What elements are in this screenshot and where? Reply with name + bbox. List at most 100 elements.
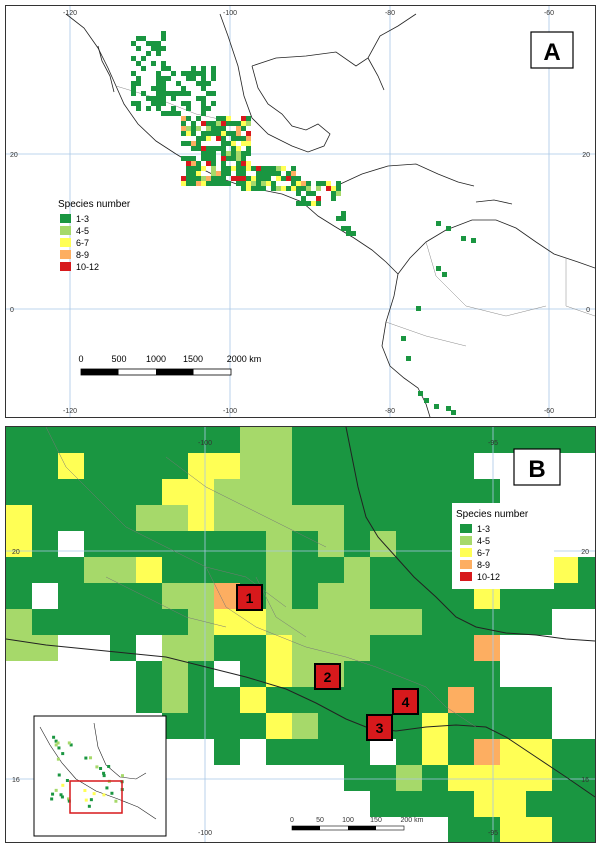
grid-cell: [422, 505, 448, 531]
grid-cell: [344, 661, 370, 687]
occurrence-cell: [471, 238, 476, 243]
grid-cell: [318, 583, 344, 609]
occurrence-cell: [186, 116, 191, 121]
grid-cell: [32, 557, 58, 583]
grid-cell: [214, 453, 240, 479]
grid-cell: [84, 583, 110, 609]
grid-cell: [136, 531, 162, 557]
grid-cell: [214, 713, 240, 739]
grid-cell: [344, 583, 370, 609]
occurrence-cell: [246, 121, 251, 126]
occurrence-cell: [221, 171, 226, 176]
grid-cell: [84, 557, 110, 583]
grid-cell: [240, 531, 266, 557]
occurrence-cell: [296, 201, 301, 206]
ticks-bottom-a: -120 -100 -80 -60: [63, 408, 554, 415]
svg-text:50: 50: [316, 817, 324, 824]
occurrence-cell: [221, 131, 226, 136]
borders-b: [45, 427, 477, 728]
grid-cell: [448, 453, 474, 479]
grid-cell: [84, 505, 110, 531]
grid-cell: [448, 479, 474, 505]
grid-cell: [188, 661, 214, 687]
tick-bottom-a: -120: [63, 408, 77, 415]
grid-cell: [292, 505, 318, 531]
occurrence-cell: [226, 116, 231, 121]
occurrence-cell: [316, 201, 321, 206]
grid-cell: [344, 713, 370, 739]
occurrence-cell: [146, 41, 151, 46]
inset-cell: [61, 783, 65, 787]
occurrence-cell: [141, 36, 146, 41]
occurrence-cell: [181, 181, 186, 186]
grid-cell: [474, 817, 500, 842]
grid-cell: [266, 479, 292, 505]
occurrence-cell: [166, 66, 171, 71]
occurrence-cell: [156, 81, 161, 86]
occurrence-cell: [451, 410, 456, 415]
occurrence-cell: [424, 398, 429, 403]
occurrence-cell: [131, 86, 136, 91]
occurrence-cell: [236, 146, 241, 151]
svg-text:B: B: [528, 456, 545, 483]
grid-cell: [396, 609, 422, 635]
occurrence-cell: [206, 91, 211, 96]
occurrence-cell: [256, 166, 261, 171]
occurrence-cell: [211, 166, 216, 171]
occurrence-cell: [186, 126, 191, 131]
occurrence-cell: [231, 131, 236, 136]
occurrence-cell: [156, 106, 161, 111]
grid-cell: [162, 687, 188, 713]
occurrence-cell: [281, 186, 286, 191]
grid-cell: [292, 635, 318, 661]
map-panel-b: 1 2 3 4 -100 -95 -100 -95 20 16 20 16 B …: [5, 426, 596, 843]
grid-cell: [214, 635, 240, 661]
grid-cell: [448, 427, 474, 453]
grid-cell: [396, 453, 422, 479]
occurrence-cell: [141, 56, 146, 61]
occurrence-cell: [181, 141, 186, 146]
occurrence-cell: [231, 136, 236, 141]
occurrence-cell: [181, 71, 186, 76]
grid-cell: [240, 505, 266, 531]
grid-cell: [318, 531, 344, 557]
grid-cell: [552, 791, 578, 817]
occurrence-cell: [301, 201, 306, 206]
inset-cell: [65, 778, 69, 782]
grid-cell: [422, 531, 448, 557]
grid-cell: [188, 427, 214, 453]
occurrence-cell: [201, 181, 206, 186]
occurrence-cell: [216, 131, 221, 136]
grid-cell: [370, 479, 396, 505]
occurrence-cell: [206, 81, 211, 86]
occurrence-cell: [131, 91, 136, 96]
occurrence-cell: [291, 166, 296, 171]
occurrence-cell: [236, 166, 241, 171]
grid-cell: [578, 765, 595, 791]
occurrence-cell: [151, 46, 156, 51]
occurrence-cell: [136, 36, 141, 41]
occurrence-cell: [206, 146, 211, 151]
occurrence-cell: [206, 126, 211, 131]
occurrence-cell: [181, 176, 186, 181]
occurrence-cell: [161, 36, 166, 41]
grid-cell: [578, 817, 595, 842]
occurrence-cell: [206, 131, 211, 136]
grid-cell: [32, 635, 58, 661]
occurrence-cell: [246, 141, 251, 146]
occurrence-cell: [341, 216, 346, 221]
occurrence-cell: [251, 166, 256, 171]
legend-b-swatch: [460, 536, 472, 545]
occurrence-cell: [141, 91, 146, 96]
grid-cell: [6, 427, 32, 453]
grid-cell: [84, 531, 110, 557]
occurrence-cell: [281, 166, 286, 171]
occurrence-cell: [201, 146, 206, 151]
occurrence-cell: [276, 166, 281, 171]
occurrence-cell: [196, 176, 201, 181]
tick-bottom-a: -100: [223, 408, 237, 415]
occurrence-cell: [176, 81, 181, 86]
occurrence-cell: [211, 71, 216, 76]
occurrence-cell: [236, 136, 241, 141]
occurrence-cell: [261, 176, 266, 181]
